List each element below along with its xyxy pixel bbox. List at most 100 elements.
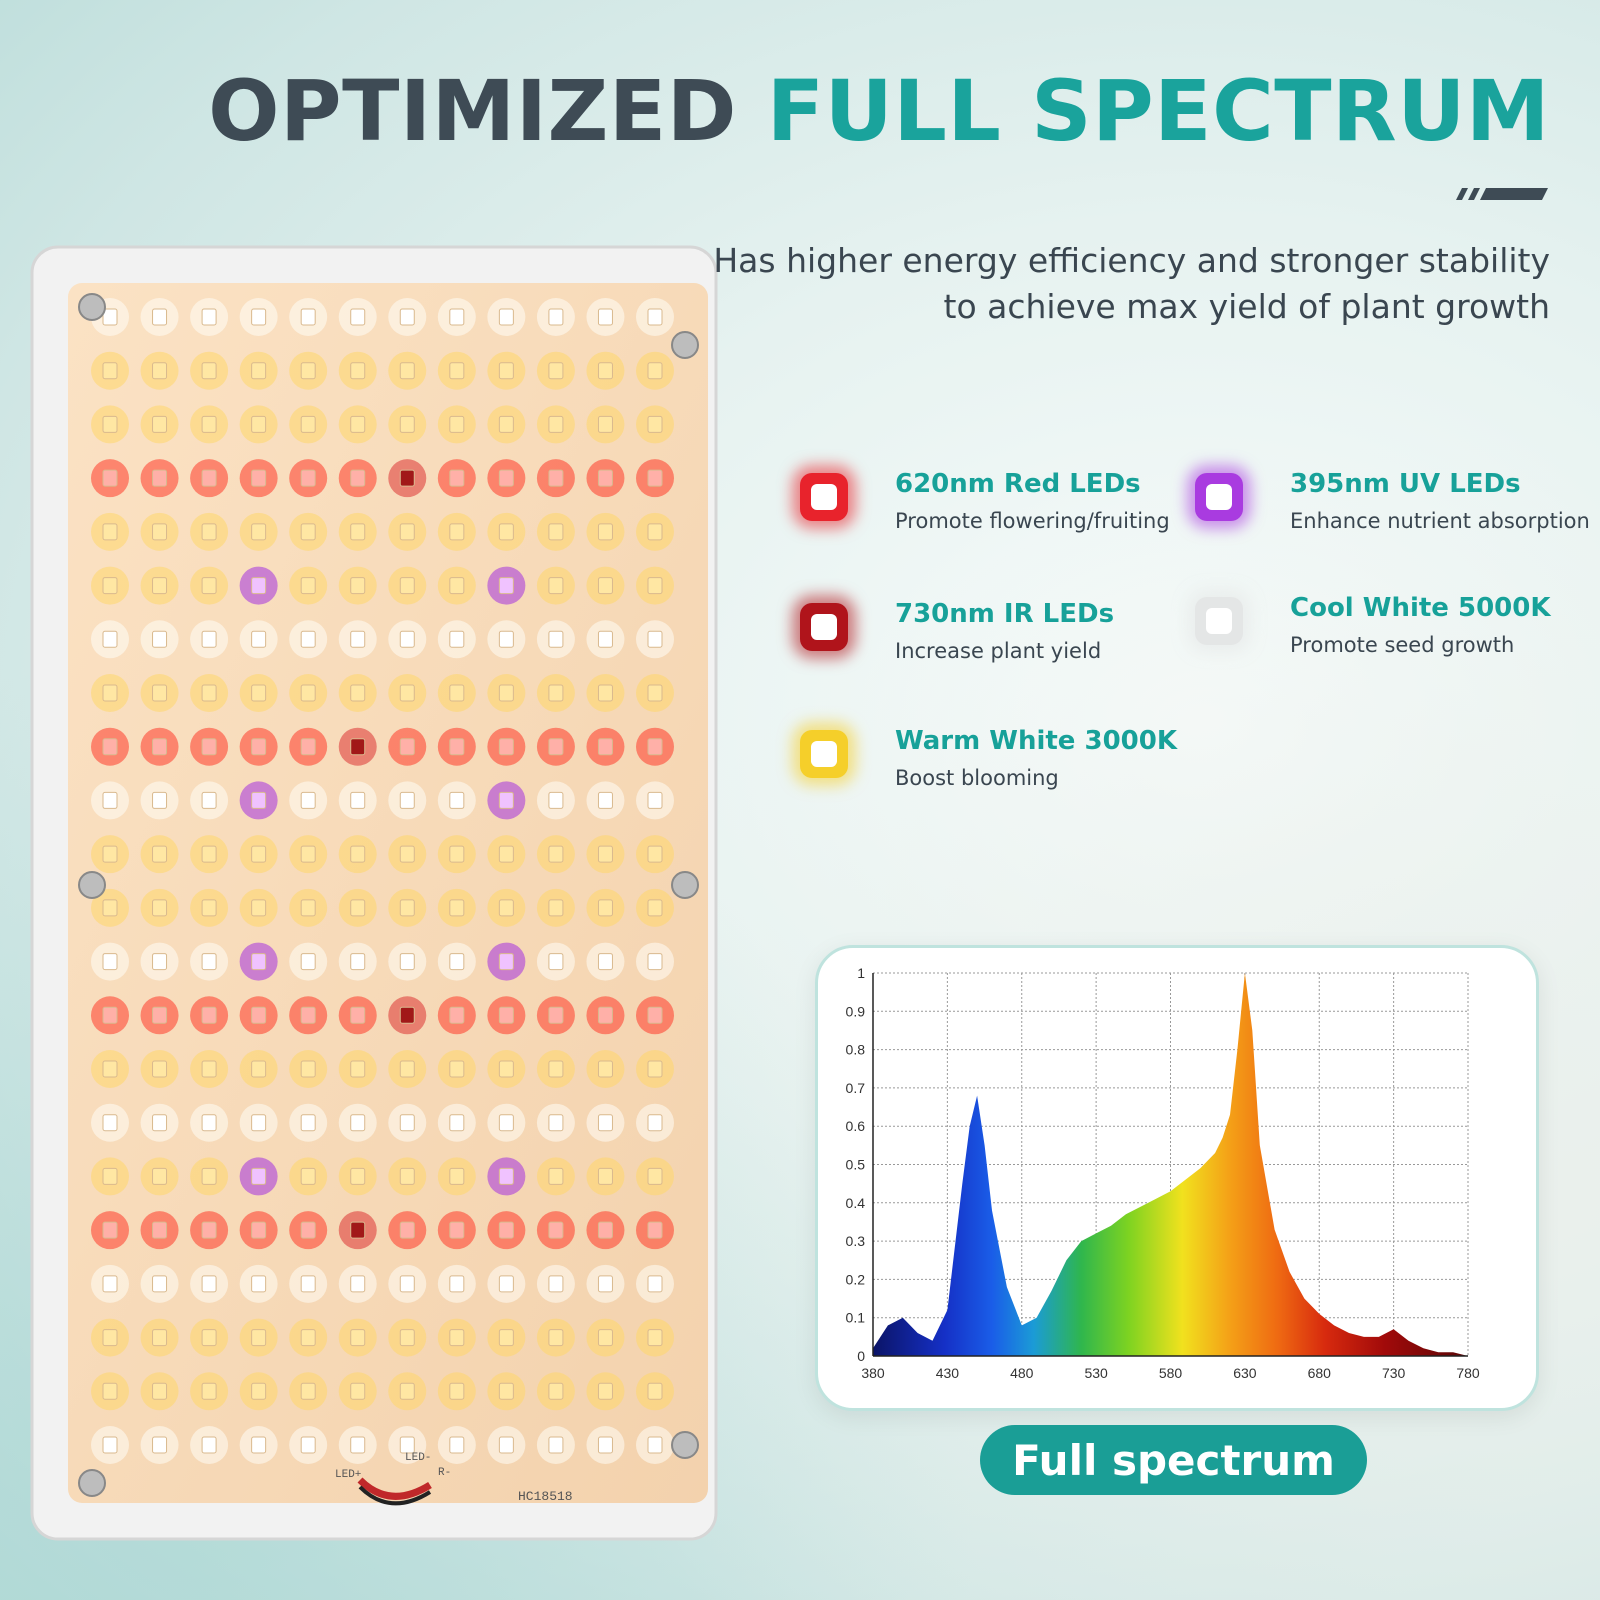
- led-chip: [350, 577, 366, 595]
- led-chip: [152, 845, 168, 863]
- led-chip: [300, 845, 316, 863]
- y-tick-label: 0.9: [846, 1003, 866, 1019]
- led-chip: [597, 953, 613, 971]
- led-chip: [597, 415, 613, 433]
- led-chip: [597, 630, 613, 648]
- led-chip: [201, 899, 217, 917]
- led-chip: [597, 1221, 613, 1239]
- led-chip: [449, 1221, 465, 1239]
- led-chip: [399, 684, 415, 702]
- led-chip: [498, 1329, 514, 1347]
- led-chip: [251, 845, 267, 863]
- led-chip: [548, 415, 564, 433]
- led-chip: [201, 1006, 217, 1024]
- led-chip: [647, 1114, 663, 1132]
- led-chip: [350, 1329, 366, 1347]
- led-chip: [548, 1060, 564, 1078]
- led-chip: [102, 630, 118, 648]
- led-chip: [152, 415, 168, 433]
- led-chip: [647, 1006, 663, 1024]
- led-chip: [152, 953, 168, 971]
- led-chip: [251, 1436, 267, 1454]
- led-chip: [350, 523, 366, 541]
- led-chip: [201, 630, 217, 648]
- led-description: Enhance nutrient absorption: [1290, 509, 1590, 533]
- led-chip: [251, 630, 267, 648]
- led-chip: [152, 1436, 168, 1454]
- led-chip: [399, 1275, 415, 1293]
- led-chip: [399, 362, 415, 380]
- led-chip: [498, 523, 514, 541]
- led-chip: [399, 630, 415, 648]
- chart-axes: [872, 973, 1468, 1357]
- led-chip: [102, 308, 118, 326]
- led-chip: [647, 845, 663, 863]
- led-chip: [201, 738, 217, 756]
- x-tick-label: 430: [936, 1365, 960, 1381]
- led-chip: [201, 308, 217, 326]
- led-chip: [350, 630, 366, 648]
- warm-white-led-icon: [800, 730, 848, 778]
- power-cable-icon: [357, 1477, 432, 1506]
- led-chip: [399, 1167, 415, 1185]
- led-chip: [399, 791, 415, 809]
- led-chip: [152, 1167, 168, 1185]
- y-tick-label: 0.6: [846, 1118, 866, 1134]
- led-chip: [548, 738, 564, 756]
- led-chip: [498, 1436, 514, 1454]
- y-tick-label: 0.1: [846, 1310, 866, 1326]
- led-chip: [152, 1275, 168, 1293]
- led-panel-image: LED+ LED- R- HC18518: [30, 245, 718, 1541]
- cool-white-led-icon: [1195, 597, 1243, 645]
- led-chip: [449, 630, 465, 648]
- led-chip: [350, 1114, 366, 1132]
- led-chip: [548, 1221, 564, 1239]
- led-chip: [152, 1114, 168, 1132]
- led-chip: [548, 630, 564, 648]
- led-chip: [251, 899, 267, 917]
- led-chip: [597, 577, 613, 595]
- led-chip: [597, 1275, 613, 1293]
- led-chip: [548, 523, 564, 541]
- led-chip: [300, 523, 316, 541]
- led-chip: [498, 577, 514, 595]
- led-chip: [647, 308, 663, 326]
- led-grid: [91, 298, 674, 1464]
- led-chip: [399, 577, 415, 595]
- led-chip: [152, 577, 168, 595]
- led-chip: [498, 1382, 514, 1400]
- led-chip: [300, 308, 316, 326]
- led-chip: [152, 308, 168, 326]
- led-chip: [350, 308, 366, 326]
- led-chip: [647, 1167, 663, 1185]
- led-chip: [201, 1221, 217, 1239]
- led-chip: [251, 1275, 267, 1293]
- led-chip: [102, 953, 118, 971]
- led-chip: [647, 791, 663, 809]
- led-chip: [251, 953, 267, 971]
- led-chip: [647, 953, 663, 971]
- led-chip: [152, 684, 168, 702]
- headline-part2: FULL SPECTRUM: [766, 62, 1550, 160]
- red-led-icon: [800, 473, 848, 521]
- led-chip: [548, 791, 564, 809]
- led-chip: [498, 845, 514, 863]
- led-chip: [399, 1382, 415, 1400]
- led-chip: [102, 1167, 118, 1185]
- led-chip: [350, 1060, 366, 1078]
- led-chip: [300, 415, 316, 433]
- led-chip: [350, 845, 366, 863]
- led-chip: [350, 1275, 366, 1293]
- led-chip: [350, 684, 366, 702]
- led-chip: [300, 1167, 316, 1185]
- led-chip: [597, 899, 613, 917]
- led-chip: [300, 577, 316, 595]
- led-chip: [201, 1436, 217, 1454]
- led-chip: [449, 1114, 465, 1132]
- panel-model-label: HC18518: [518, 1489, 573, 1504]
- led-chip: [399, 1436, 415, 1454]
- led-chip: [548, 577, 564, 595]
- led-chip: [399, 738, 415, 756]
- led-chip: [300, 630, 316, 648]
- led-chip: [449, 362, 465, 380]
